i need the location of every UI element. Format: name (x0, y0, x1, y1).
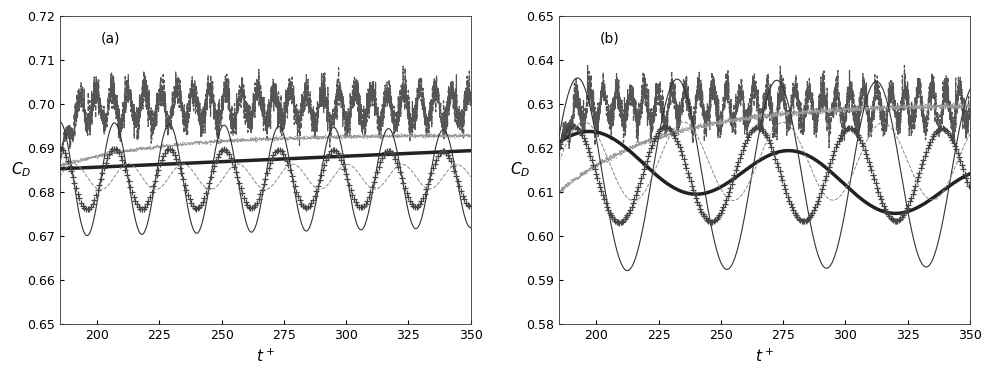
Y-axis label: $C_D$: $C_D$ (510, 161, 530, 179)
X-axis label: $t^+$: $t^+$ (255, 347, 275, 365)
X-axis label: $t^+$: $t^+$ (755, 347, 774, 365)
Text: (b): (b) (600, 32, 620, 45)
Y-axis label: $C_D$: $C_D$ (11, 161, 32, 179)
Text: (a): (a) (100, 32, 120, 45)
